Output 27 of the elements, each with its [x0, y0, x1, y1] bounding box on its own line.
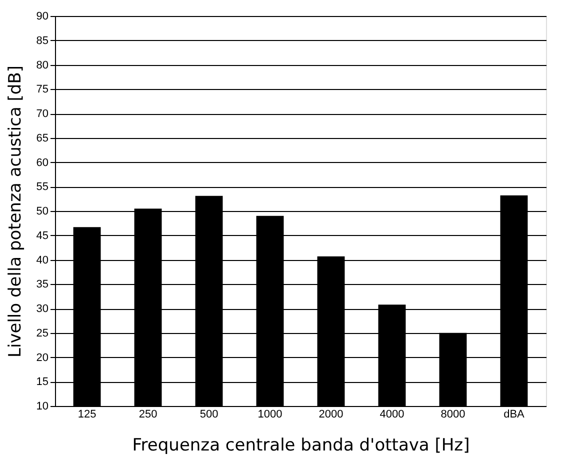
- y-tick-label: 55: [36, 181, 48, 194]
- y-tick-label: 40: [36, 254, 48, 266]
- y-tick-label: 10: [36, 400, 48, 412]
- y-tick-label: 35: [36, 278, 48, 291]
- y-tick-label: 20: [36, 352, 48, 364]
- x-tick-label: 8000: [440, 408, 466, 420]
- y-tick-label: 70: [36, 108, 48, 120]
- x-tick-label: dBA: [504, 408, 526, 420]
- y-tick-label: 50: [36, 206, 48, 218]
- x-tick-label: 4000: [380, 408, 404, 420]
- x-tick-label: 2000: [318, 408, 344, 420]
- x-tick-label: 125: [78, 408, 96, 420]
- y-tick-label: 65: [36, 132, 48, 144]
- y-tick-label: 60: [36, 156, 48, 169]
- x-tick-label: 250: [138, 408, 158, 420]
- x-tick-label: 1000: [258, 408, 282, 420]
- y-tick-label: 75: [36, 84, 48, 96]
- y-tick-label: 45: [36, 230, 48, 242]
- x-tick-label: 500: [200, 408, 218, 420]
- y-tick-label: 85: [36, 34, 48, 47]
- y-tick-label: 15: [36, 376, 48, 388]
- y-tick-label: 30: [36, 303, 48, 315]
- y-tick-label: 90: [36, 10, 48, 22]
- y-tick-label: 80: [36, 59, 48, 72]
- y-tick-label: 25: [36, 327, 48, 340]
- y-axis-title: Livello della potenza acustica [dB]: [5, 66, 26, 358]
- x-axis-title: Frequenza centrale banda d'ottava [Hz]: [132, 436, 470, 456]
